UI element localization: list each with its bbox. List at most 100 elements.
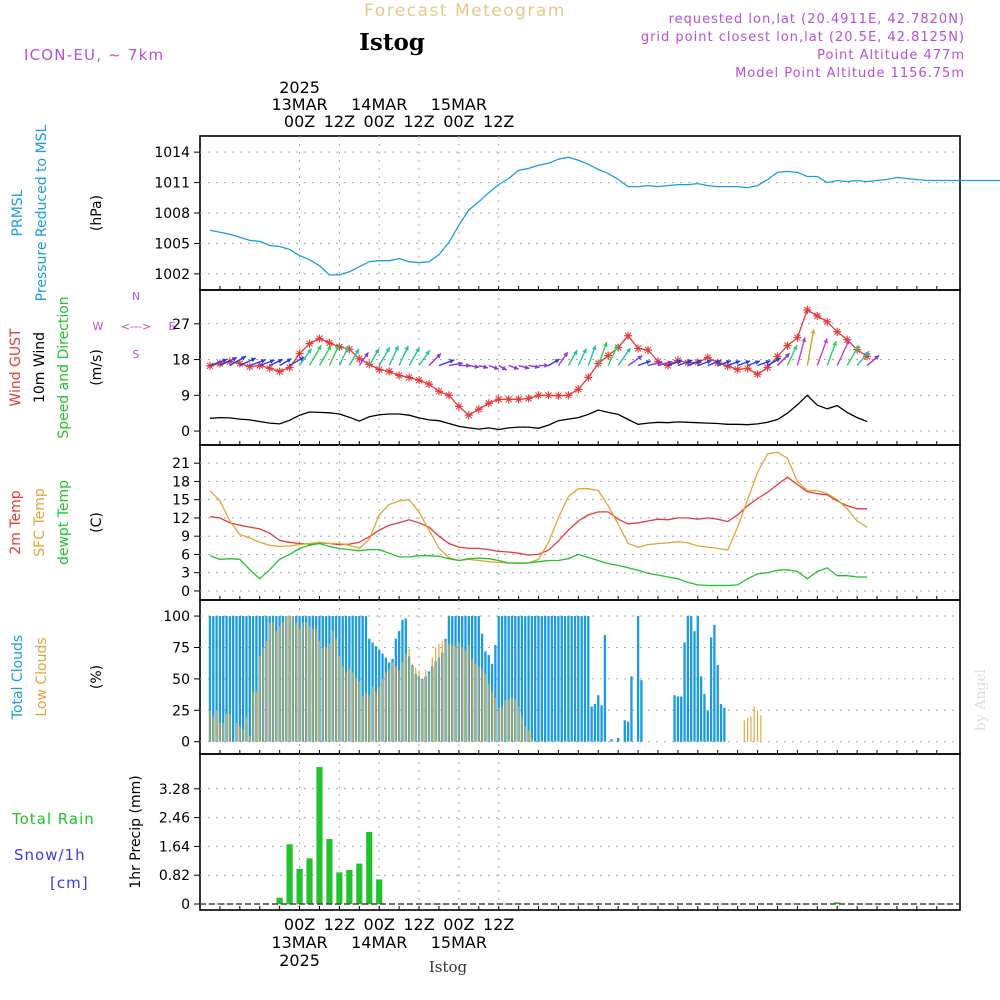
precip-bar bbox=[296, 868, 303, 904]
total-cloud-bar bbox=[218, 616, 222, 742]
gust-marker bbox=[544, 391, 553, 400]
wind-arrow-head bbox=[864, 351, 870, 356]
wind-arrow bbox=[518, 364, 530, 370]
wind-arrow-head bbox=[591, 345, 597, 351]
wind-arrow-head bbox=[657, 360, 662, 366]
wind-arrow-head bbox=[810, 329, 816, 335]
top-axis-hour: 12Z bbox=[403, 112, 434, 131]
low-cloud-bar bbox=[265, 641, 267, 742]
wind-arrow-head bbox=[232, 357, 238, 362]
y-tick-label: 1002 bbox=[154, 267, 190, 283]
gust-marker-d2 bbox=[535, 391, 542, 399]
gust-marker-d2 bbox=[345, 345, 353, 353]
total-cloud-bar bbox=[504, 616, 507, 742]
total-cloud-bar bbox=[534, 616, 537, 742]
wind-arrow-head bbox=[354, 348, 359, 354]
bottom-axis-hour: 12Z bbox=[324, 915, 355, 934]
compass-w: W bbox=[93, 320, 104, 333]
wind-arrow bbox=[617, 347, 632, 366]
total-cloud-bar bbox=[527, 616, 530, 742]
axis-label: Low Clouds bbox=[34, 637, 50, 716]
wind-arrow-head bbox=[687, 359, 693, 365]
wind-arrow-head bbox=[344, 345, 349, 351]
wind-arrow-head bbox=[524, 364, 530, 370]
wind-arrow bbox=[657, 360, 673, 367]
low-cloud-bar bbox=[292, 616, 294, 742]
gust-marker bbox=[405, 373, 414, 382]
gust-marker bbox=[564, 391, 573, 400]
low-cloud-bar bbox=[531, 737, 533, 742]
wind-arrow bbox=[508, 364, 519, 370]
wind-arrow-head bbox=[823, 338, 828, 344]
low-cloud-bar bbox=[491, 691, 493, 742]
top-axis-hour: 00Z bbox=[284, 112, 315, 131]
gust-marker bbox=[524, 394, 533, 403]
compass-e: E bbox=[169, 320, 176, 333]
wind-arrow-head bbox=[765, 360, 771, 365]
bottom-axis-hour: 00Z bbox=[284, 915, 315, 934]
wind-arrow-head bbox=[425, 350, 430, 356]
wind-arrow bbox=[528, 364, 540, 370]
wind-arrow-head bbox=[277, 359, 283, 364]
low-cloud-bar bbox=[298, 628, 301, 742]
total-cloud-bar bbox=[364, 616, 368, 742]
gust-marker bbox=[444, 391, 453, 400]
axis-label: 10m Wind bbox=[32, 332, 48, 403]
gust-marker bbox=[305, 339, 314, 348]
total-cloud-bar bbox=[673, 695, 676, 742]
gust-marker-d2 bbox=[206, 362, 214, 370]
gust-marker bbox=[743, 364, 752, 373]
axis-label: Speed and Direction bbox=[56, 296, 72, 438]
wind-arrow-head bbox=[534, 364, 540, 370]
total-cloud-bar bbox=[610, 739, 613, 742]
wind-arrow bbox=[627, 355, 643, 367]
gust-marker bbox=[504, 395, 513, 404]
total-cloud-bar bbox=[251, 616, 255, 742]
wind-arrow bbox=[438, 359, 455, 367]
low-cloud-bar bbox=[435, 647, 437, 742]
gust-marker bbox=[783, 341, 792, 350]
gust-marker-d2 bbox=[276, 368, 284, 375]
gust-marker-d2 bbox=[813, 312, 821, 320]
total-cloud-bar bbox=[686, 616, 690, 742]
low-cloud-bar bbox=[295, 622, 297, 742]
total-cloud-bar bbox=[626, 721, 630, 742]
low-cloud-bar bbox=[478, 666, 480, 742]
wind-arrow-shaft bbox=[836, 339, 850, 366]
panel-frame bbox=[199, 289, 961, 446]
wind-arrow-head bbox=[501, 365, 507, 371]
gust-marker bbox=[753, 370, 762, 379]
total-cloud-bar bbox=[514, 616, 517, 742]
wind-arrow-shaft bbox=[806, 329, 815, 366]
wind-arrow-head bbox=[385, 347, 390, 353]
low-cloud-bar bbox=[428, 673, 430, 742]
precip-bar bbox=[336, 872, 343, 904]
total-cloud-bar bbox=[232, 616, 235, 742]
total-cloud-bar bbox=[547, 616, 550, 742]
wind-arrow-head bbox=[745, 360, 751, 365]
low-cloud-bar bbox=[249, 735, 251, 742]
precip-bar bbox=[834, 902, 841, 904]
low-cloud-bar bbox=[308, 626, 311, 742]
y-tick-label: 21 bbox=[172, 456, 190, 472]
top-axis-hour: 00Z bbox=[443, 112, 474, 131]
wind-arrow bbox=[836, 339, 850, 366]
low-cloud-bar bbox=[325, 647, 327, 742]
total-cloud-bar bbox=[557, 616, 560, 742]
low-cloud-bar bbox=[332, 631, 334, 742]
gust-marker bbox=[395, 371, 404, 380]
total-cloud-bar bbox=[517, 616, 520, 742]
total-cloud-bar bbox=[716, 665, 719, 742]
low-cloud-bar bbox=[448, 643, 450, 742]
gust-marker bbox=[584, 373, 593, 382]
location-title: Istog bbox=[359, 29, 425, 56]
wind-arrow-head bbox=[874, 355, 880, 361]
y-tick-label: 0 bbox=[181, 897, 190, 913]
panel-3: 0 3 6 9 12 15 18 21 2m Temp SFC Temp dewpt Temp (C) bbox=[8, 444, 961, 601]
low-cloud-bar bbox=[348, 668, 350, 742]
gust-marker-d2 bbox=[604, 352, 612, 359]
wind-arrow bbox=[697, 359, 712, 367]
wind-arrow bbox=[298, 348, 313, 366]
bottom-axis-date: 13MAR bbox=[271, 933, 327, 952]
low-cloud-bar bbox=[282, 622, 284, 742]
